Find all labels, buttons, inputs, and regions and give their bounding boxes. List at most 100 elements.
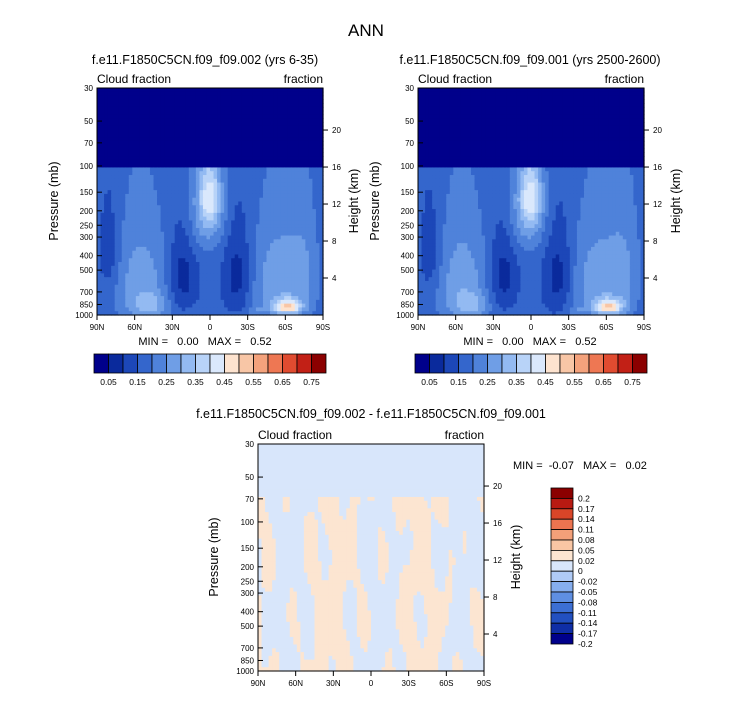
field-cell xyxy=(196,141,200,145)
field-cell xyxy=(538,92,542,96)
field-cell xyxy=(231,179,235,183)
field-cell xyxy=(545,92,549,96)
field-cell xyxy=(291,209,295,213)
field-cell xyxy=(245,103,249,107)
field-cell xyxy=(196,251,200,255)
field-cell xyxy=(256,149,260,153)
field-cell xyxy=(291,167,295,171)
field-cell xyxy=(305,243,309,247)
field-cell xyxy=(146,277,150,281)
field-cell xyxy=(281,251,285,255)
field-cell xyxy=(267,273,271,277)
field-cell xyxy=(499,96,503,100)
field-cell xyxy=(499,149,503,153)
field-cell xyxy=(418,103,422,107)
field-cell xyxy=(418,133,422,137)
field-cell xyxy=(623,103,627,107)
field-cell xyxy=(288,228,292,232)
field-cell xyxy=(443,118,447,122)
field-cell xyxy=(182,186,186,190)
field-cell xyxy=(111,285,115,289)
field-cell xyxy=(623,137,627,141)
field-cell xyxy=(192,292,196,296)
field-cell xyxy=(277,213,281,217)
field-cell xyxy=(616,137,620,141)
field-cell xyxy=(178,107,182,111)
field-cell xyxy=(125,251,129,255)
field-cell xyxy=(274,145,278,149)
field-cell xyxy=(171,183,175,187)
field-cell xyxy=(252,92,256,96)
field-cell xyxy=(118,152,122,156)
field-cell xyxy=(206,126,210,130)
field-cell xyxy=(256,300,260,304)
field-cell xyxy=(570,107,574,111)
field-cell xyxy=(288,198,292,202)
field-cell xyxy=(221,156,225,160)
field-cell xyxy=(214,239,218,243)
field-cell xyxy=(157,228,161,232)
field-cell xyxy=(277,175,281,179)
field-cell xyxy=(115,296,119,300)
field-cell xyxy=(245,239,249,243)
field-cell xyxy=(298,224,302,228)
field-cell xyxy=(281,273,285,277)
field-cell xyxy=(524,149,528,153)
field-cell xyxy=(161,137,165,141)
field-cell xyxy=(143,220,147,224)
height-tick-label: 20 xyxy=(332,126,341,135)
field-cell xyxy=(277,251,281,255)
field-cell xyxy=(171,270,175,274)
field-cell xyxy=(111,273,115,277)
field-cell xyxy=(309,130,313,134)
field-cell xyxy=(312,289,316,293)
field-cell xyxy=(154,190,158,194)
field-cell xyxy=(228,118,232,122)
field-cell xyxy=(527,96,531,100)
field-cell xyxy=(224,236,228,240)
colorbar-label: 0.45 xyxy=(216,377,233,387)
field-cell xyxy=(164,149,168,153)
field-cell xyxy=(616,130,620,134)
field-cell xyxy=(464,149,468,153)
colorbar-box xyxy=(283,354,298,373)
field-cell xyxy=(132,126,136,130)
field-cell xyxy=(309,186,313,190)
field-cell xyxy=(277,247,281,251)
field-cell xyxy=(478,114,482,118)
field-cell xyxy=(305,273,309,277)
field-cell xyxy=(316,133,320,137)
field-cell xyxy=(295,103,299,107)
field-cell xyxy=(111,220,115,224)
field-cell xyxy=(235,266,239,270)
field-cell xyxy=(118,220,122,224)
field-cell xyxy=(224,273,228,277)
field-cell xyxy=(291,236,295,240)
field-cell xyxy=(450,122,454,126)
field-cell xyxy=(210,126,214,130)
field-cell xyxy=(210,307,214,311)
field-cell xyxy=(171,213,175,217)
field-cell xyxy=(175,258,179,262)
field-cell xyxy=(302,130,306,134)
field-cell xyxy=(281,205,285,209)
field-cell xyxy=(175,141,179,145)
field-cell xyxy=(221,254,225,258)
field-cell xyxy=(238,251,242,255)
field-cell xyxy=(203,111,207,115)
field-cell xyxy=(196,186,200,190)
field-cell xyxy=(605,118,609,122)
field-cell xyxy=(129,266,133,270)
field-cell xyxy=(192,141,196,145)
field-cell xyxy=(192,156,196,160)
field-cell xyxy=(132,107,136,111)
field-cell xyxy=(291,107,295,111)
field-cell xyxy=(175,247,179,251)
field-cell xyxy=(150,160,154,164)
field-cell xyxy=(249,156,253,160)
field-cell xyxy=(256,175,260,179)
field-cell xyxy=(199,96,203,100)
field-cell xyxy=(425,141,429,145)
field-cell xyxy=(270,186,274,190)
field-cell xyxy=(245,92,249,96)
